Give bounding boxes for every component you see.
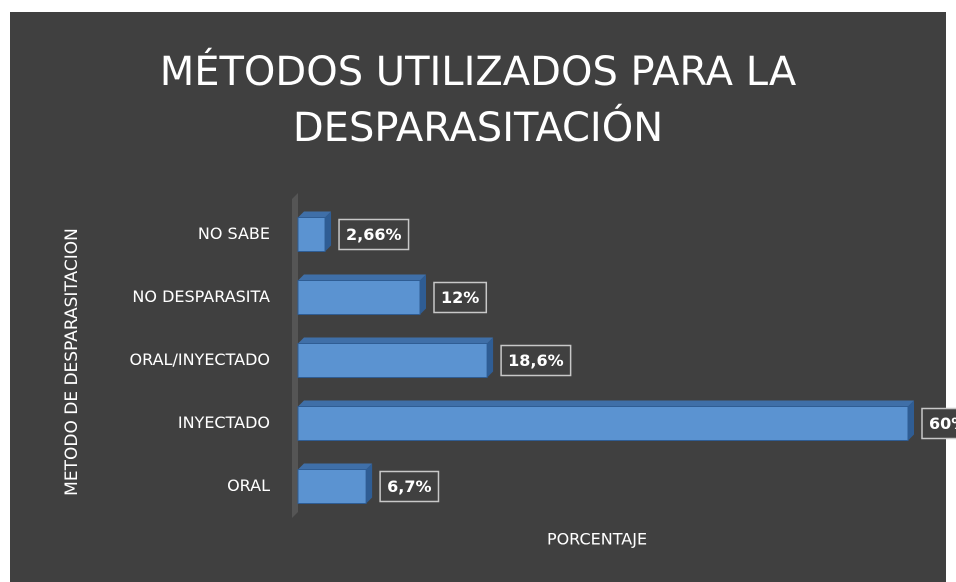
category-label: NO DESPARASITA (132, 287, 270, 306)
value-label: 2,66% (346, 225, 402, 244)
value-label-box (433, 281, 488, 314)
category-label: NO SABE (198, 224, 270, 243)
axis-wall (292, 193, 298, 518)
bar-front (297, 280, 421, 315)
value-label-box (500, 344, 572, 377)
bar-top (298, 400, 914, 407)
bar (297, 274, 426, 315)
category-label: INYECTADO (178, 413, 270, 432)
bar-front (297, 343, 488, 378)
bar (297, 337, 494, 378)
value-label: 12% (441, 288, 479, 307)
bar (297, 211, 332, 252)
bar-front (297, 217, 326, 252)
category-label: ORAL/INYECTADO (130, 350, 270, 369)
bar-top (298, 463, 373, 470)
bar-side (366, 463, 373, 504)
bar-side (420, 274, 426, 315)
value-label-box (338, 218, 410, 251)
bar-side (908, 400, 914, 441)
bar-top (298, 211, 332, 218)
category-label: ORAL (227, 476, 270, 495)
bar-top (298, 274, 426, 281)
bar-front (297, 469, 367, 504)
bar-top (298, 337, 494, 344)
value-label: 60% (929, 414, 956, 433)
bar-side (487, 337, 494, 378)
y-axis-title: METODO DE DESPARASITACION (62, 228, 82, 496)
bar (297, 400, 914, 441)
value-label: 6,7% (387, 477, 431, 496)
bar-front (297, 406, 909, 441)
value-label-box (379, 470, 440, 503)
bar (297, 463, 373, 504)
chart-title: MÉTODOS UTILIZADOS PARA LA DESPARASITACI… (159, 49, 797, 151)
value-label-box (921, 407, 956, 440)
x-axis-title: PORCENTAJE (547, 530, 647, 549)
bar-side (325, 211, 332, 252)
value-label: 18,6% (508, 351, 564, 370)
